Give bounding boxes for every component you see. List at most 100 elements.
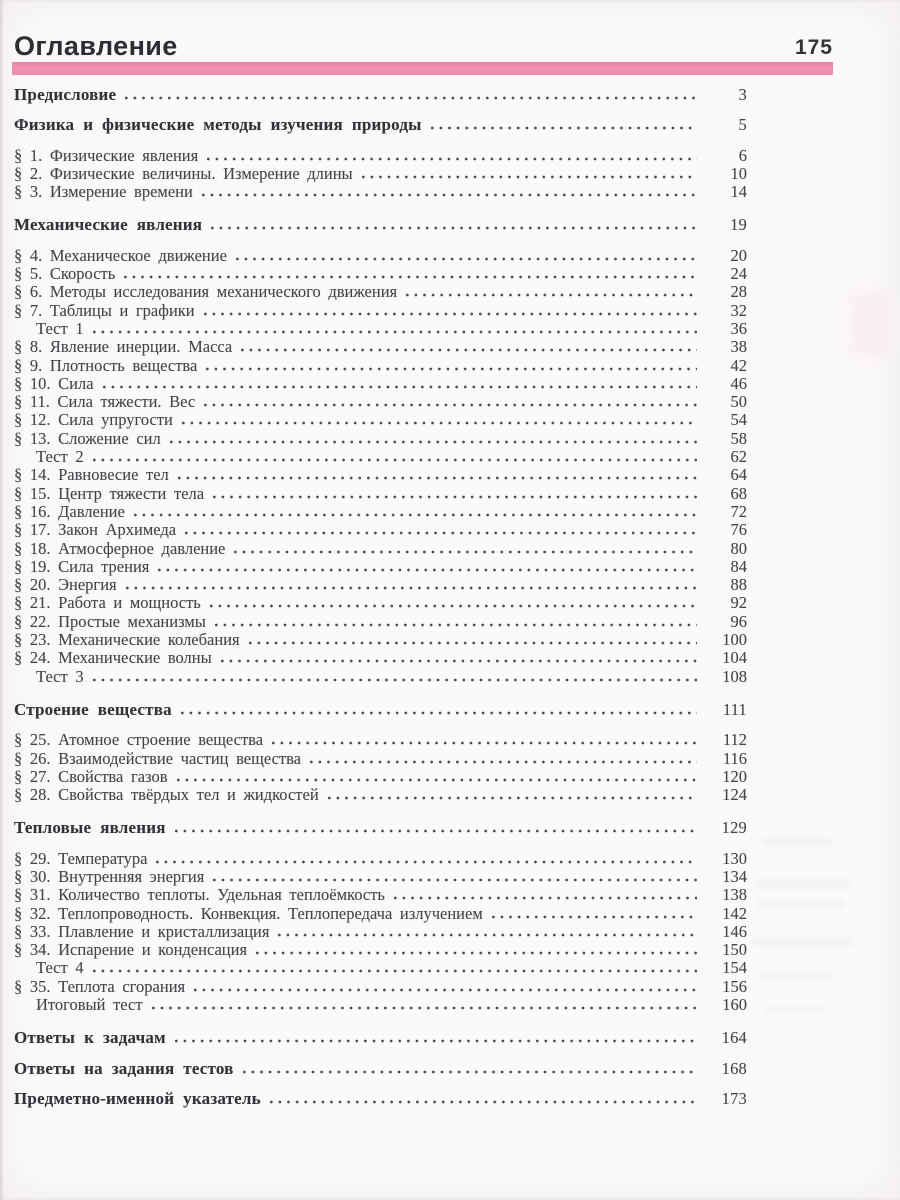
dot-leader (211, 226, 697, 231)
dot-leader (203, 311, 697, 316)
toc-entry-row: § 16. Давление 72 (14, 501, 748, 521)
toc-entry-page-number: 62 (730, 447, 748, 467)
dot-leader (125, 586, 697, 591)
scan-artifact (850, 292, 886, 356)
dot-leader (272, 741, 697, 746)
toc-entry-row: § 9. Плотность вещества 42 (14, 356, 747, 375)
dot-leader (125, 96, 697, 100)
dot-leader (177, 476, 697, 481)
dot-leader (185, 531, 697, 536)
toc-entry-page-number: 134 (722, 866, 747, 886)
dot-leader (92, 458, 697, 463)
toc-entry-page-number: 160 (722, 995, 747, 1015)
toc-entry-label: Ответы к задачам (14, 1028, 166, 1048)
dot-leader (204, 403, 697, 408)
dot-leader (102, 384, 697, 389)
dot-leader (124, 275, 697, 280)
toc-entry-row: § 19. Сила трения 84 (14, 557, 747, 576)
toc-entry-page-number: 124 (722, 785, 747, 805)
toc-entry-row: § 33. Плавление и кристаллизация 146 (14, 921, 747, 941)
dot-leader (278, 932, 697, 937)
dot-leader (180, 710, 697, 715)
scan-artifact (765, 1006, 825, 1014)
toc-entry-row: § 24. Механические волны 104 (14, 649, 747, 668)
accent-bar (12, 62, 833, 75)
dot-leader (158, 567, 697, 572)
toc-entry-page-number: 46 (730, 373, 748, 393)
toc-entry-label: § 33. Плавление и кристаллизация (14, 921, 270, 941)
toc-entry-page-number: 150 (722, 940, 747, 960)
toc-entry-label: Физика и физические методы изучения прир… (14, 115, 422, 135)
toc-entry-page-number: 76 (730, 520, 748, 540)
dot-leader (194, 987, 697, 992)
toc-entry-label: Итоговый тест (36, 995, 143, 1015)
dot-leader (242, 1069, 697, 1074)
toc-entry-row: § 1. Физические явления 6 (14, 146, 747, 165)
toc-chapter-row: Тепловые явления 129 (14, 818, 747, 838)
toc-entry-label: § 34. Испарение и конденсация (14, 940, 248, 960)
toc-entry-label: Тепловые явления (14, 818, 166, 838)
toc-entry-label: Тест 3 (36, 666, 84, 686)
toc-chapter-row: Механические явления 19 (14, 216, 747, 235)
toc-entry-row: § 14. Равновесие тел 64 (14, 465, 748, 485)
dot-leader (92, 329, 697, 334)
folio-page-number: 175 (794, 36, 833, 59)
dot-leader (213, 877, 697, 882)
toc-entry-page-number: 168 (721, 1058, 747, 1078)
toc-entry-label: § 7. Таблицы и графики (14, 300, 195, 320)
toc-entry-page-number: 100 (722, 630, 747, 650)
toc-entry-row: § 32. Теплопроводность. Конвекция. Тепло… (14, 904, 747, 923)
toc-entry-page-number: 112 (722, 730, 747, 750)
toc-entry-page-number: 120 (722, 766, 747, 786)
toc-chapter-row: Ответы на задания тестов 168 (14, 1058, 747, 1078)
toc-entry-label: Строение вещества (14, 699, 172, 719)
dot-leader (92, 969, 697, 974)
toc-entry-page-number: 72 (730, 501, 748, 521)
toc-entry-row: § 6. Методы исследования механического д… (14, 282, 747, 302)
dot-leader (241, 348, 697, 353)
dot-leader (92, 677, 697, 682)
toc-entry-label: § 10. Сила (14, 373, 94, 393)
toc-entry-page-number: 68 (730, 483, 748, 503)
dot-leader (327, 796, 697, 801)
dot-leader (174, 829, 697, 834)
dot-leader (491, 914, 697, 919)
toc-entry-row: § 34. Испарение и конденсация 150 (14, 940, 747, 960)
toc-entry-label: § 12. Сила упругости (14, 410, 173, 430)
toc-entry-row: § 26. Взаимодействие частиц вещества 116 (14, 748, 747, 768)
toc-entry-label: § 14. Равновесие тел (14, 465, 169, 485)
toc-entry-page-number: 88 (730, 575, 748, 595)
dot-leader (169, 439, 697, 444)
toc-entry-label: Тест 1 (36, 318, 84, 338)
toc-entry-row: § 15. Центр тяжести тела 68 (14, 483, 748, 503)
dot-leader (361, 174, 697, 179)
toc-entry-label: § 16. Давление (14, 501, 125, 521)
toc-entry-row: § 7. Таблицы и графики 32 (14, 300, 747, 320)
toc-entry-row: Тест 1 36 (14, 318, 748, 338)
toc-entry-page-number: 20 (730, 245, 748, 265)
toc-entry-page-number: 116 (722, 748, 747, 768)
toc-entry-page-number: 50 (730, 392, 748, 412)
toc-entry-label: § 5. Скорость (14, 264, 116, 284)
dot-leader (201, 193, 697, 198)
dot-leader (256, 951, 697, 956)
toc-entry-label: § 6. Методы исследования механического д… (14, 282, 398, 302)
toc-entry-page-number: 10 (730, 163, 748, 183)
toc-entry-label: § 26. Взаимодействие частиц вещества (14, 748, 301, 768)
toc-entry-row: § 13. Сложение сил 58 (14, 429, 747, 448)
toc-entry-row: § 22. Простые механизмы 96 (14, 612, 747, 631)
toc-entry-row: § 18. Атмосферное давление 80 (14, 539, 747, 558)
toc-entry-label: Предисловие (14, 85, 117, 104)
toc-entry-row: § 8. Явление инерции. Масса 38 (14, 337, 747, 356)
toc-entry-row: Тест 3 108 (14, 666, 747, 686)
toc-entry-page-number: 154 (722, 958, 747, 978)
dot-leader (248, 641, 697, 646)
page-title: Оглавление (14, 31, 178, 61)
toc-entry-label: § 23. Механические колебания (14, 630, 240, 650)
toc-entry-row: Итоговый тест 160 (14, 995, 747, 1015)
toc-entry-page-number: 36 (730, 318, 748, 338)
toc-entry-page-number: 64 (730, 465, 748, 485)
toc-entry-page-number: 111 (722, 699, 747, 719)
toc-entry-label: § 3. Измерение времени (14, 182, 193, 202)
